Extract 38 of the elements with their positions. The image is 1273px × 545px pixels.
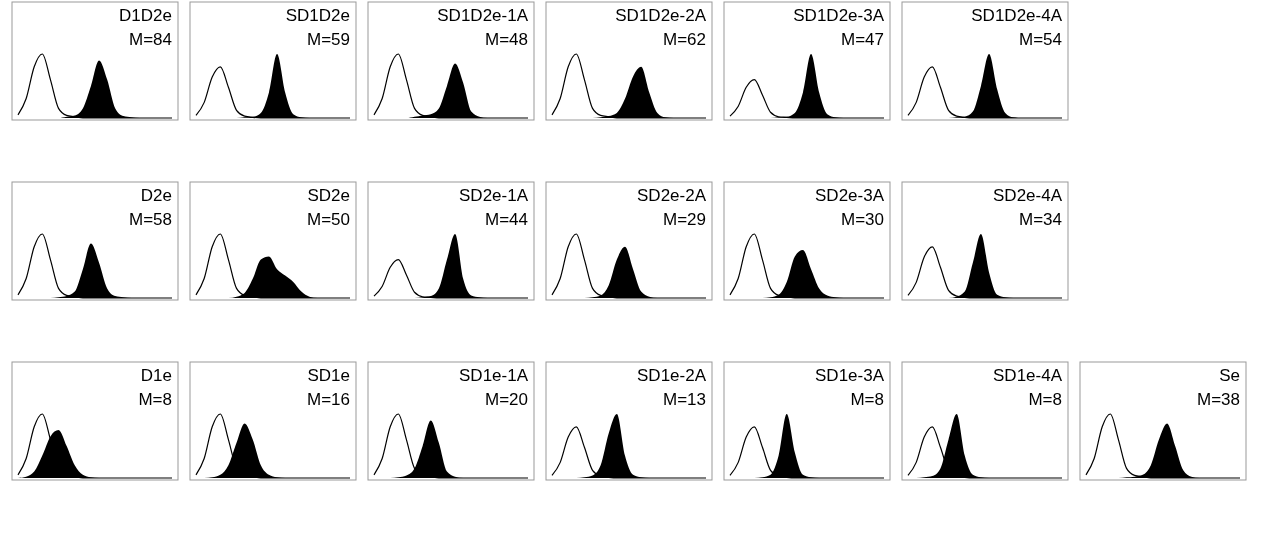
chart-title: SD2e-3A xyxy=(815,186,885,205)
chart-title: SD2e xyxy=(307,186,350,205)
chart-title: SD2e-2A xyxy=(637,186,707,205)
chart-title: SD1D2e-3A xyxy=(793,6,885,25)
text: M=84 xyxy=(129,30,172,49)
text: M=54 xyxy=(1019,30,1062,49)
text: M=38 xyxy=(1197,390,1240,409)
text: M=34 xyxy=(1019,210,1062,229)
text: M=8 xyxy=(1028,390,1062,409)
text: M=47 xyxy=(841,30,884,49)
chart-title: SD1e-4A xyxy=(993,366,1063,385)
text: M=59 xyxy=(307,30,350,49)
text: M=29 xyxy=(663,210,706,229)
chart-title: SD1e-1A xyxy=(459,366,529,385)
chart-title: SD1e xyxy=(307,366,350,385)
text: M=8 xyxy=(138,390,172,409)
text: M=44 xyxy=(485,210,528,229)
chart-title: SD1D2e xyxy=(285,6,350,25)
text: M=62 xyxy=(663,30,706,49)
chart-title: D1e xyxy=(140,366,172,385)
chart-title: SD1e-2A xyxy=(637,366,707,385)
chart-title: SD1D2e-2A xyxy=(615,6,707,25)
text: M=30 xyxy=(841,210,884,229)
text: M=16 xyxy=(307,390,350,409)
chart-title: SD1D2e-1A xyxy=(437,6,529,25)
text: M=8 xyxy=(850,390,884,409)
chart-title: D2e xyxy=(140,186,172,205)
chart-title: SD2e-1A xyxy=(459,186,529,205)
chart-title: SD1D2e-4A xyxy=(971,6,1063,25)
text: M=20 xyxy=(485,390,528,409)
chart-title: SD1e-3A xyxy=(815,366,885,385)
text: M=48 xyxy=(485,30,528,49)
text: M=50 xyxy=(307,210,350,229)
text: M=13 xyxy=(663,390,706,409)
chart-title: D1D2e xyxy=(119,6,172,25)
chart-title: SD2e-4A xyxy=(993,186,1063,205)
chart-title: Se xyxy=(1219,366,1240,385)
text: M=58 xyxy=(129,210,172,229)
